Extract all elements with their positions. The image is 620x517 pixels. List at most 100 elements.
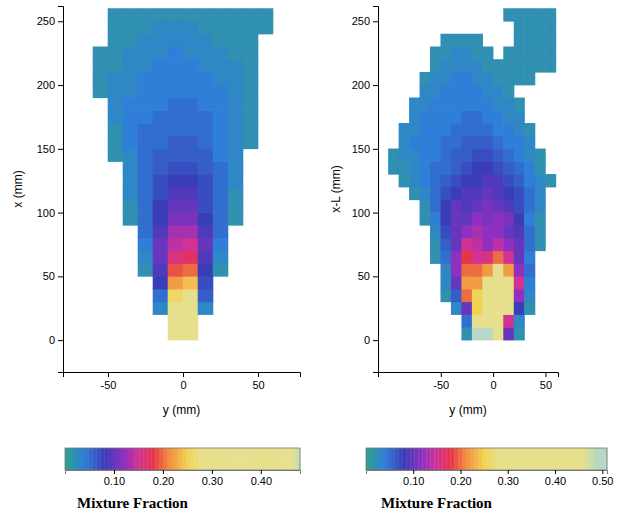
colorbar-swatch bbox=[237, 448, 241, 470]
colorbar-swatch bbox=[233, 448, 237, 470]
tick: 0.30 bbox=[202, 470, 223, 487]
cell bbox=[153, 263, 169, 276]
cell bbox=[420, 174, 431, 187]
cell bbox=[440, 110, 451, 123]
cell bbox=[440, 59, 451, 72]
cell bbox=[461, 289, 472, 302]
cell bbox=[153, 123, 169, 136]
cell bbox=[472, 161, 483, 174]
cell bbox=[93, 72, 109, 85]
colorbar-swatch bbox=[288, 448, 292, 470]
cell bbox=[451, 161, 462, 174]
cell bbox=[399, 149, 410, 162]
tick-mark bbox=[461, 470, 462, 474]
colorbar-swatch bbox=[402, 448, 406, 470]
cell bbox=[524, 21, 535, 34]
axis-line bbox=[64, 373, 301, 378]
cell bbox=[503, 85, 514, 98]
cell bbox=[123, 174, 139, 187]
colorbar-swatch bbox=[175, 448, 179, 470]
cell bbox=[153, 276, 169, 289]
cell bbox=[503, 59, 514, 72]
cell bbox=[153, 302, 169, 315]
cell bbox=[420, 98, 431, 111]
tick-label: 0.20 bbox=[450, 475, 471, 487]
colorbar-swatch bbox=[253, 448, 257, 470]
cell bbox=[183, 8, 199, 21]
colorbar-swatch bbox=[466, 448, 470, 470]
cell bbox=[123, 98, 139, 111]
colorbar-swatch bbox=[394, 448, 398, 470]
colorbar-swatch bbox=[128, 448, 132, 470]
cell bbox=[388, 149, 399, 162]
cell bbox=[461, 59, 472, 72]
cell bbox=[243, 136, 259, 149]
cell bbox=[451, 59, 462, 72]
tick-mark bbox=[58, 149, 63, 150]
cell bbox=[183, 59, 199, 72]
cell bbox=[535, 225, 546, 238]
cell bbox=[409, 149, 420, 162]
tick: 250 bbox=[37, 15, 63, 27]
colorbar-swatch bbox=[478, 448, 482, 470]
tick: 50 bbox=[43, 270, 63, 282]
cell bbox=[493, 302, 504, 315]
cell bbox=[108, 136, 124, 149]
tick-mark bbox=[58, 340, 63, 341]
colorbar-swatch bbox=[559, 448, 563, 470]
tick-mark bbox=[58, 21, 63, 22]
cell bbox=[198, 123, 214, 136]
tick-label: 0.40 bbox=[545, 475, 566, 487]
cell bbox=[183, 187, 199, 200]
cell bbox=[243, 72, 259, 85]
colorbar-swatch bbox=[474, 448, 478, 470]
cell bbox=[461, 149, 472, 162]
cell bbox=[514, 123, 525, 136]
cell bbox=[213, 238, 229, 251]
y-axis: 050100150200250 bbox=[352, 7, 379, 373]
cell bbox=[440, 251, 451, 264]
cell bbox=[138, 110, 154, 123]
cell bbox=[440, 238, 451, 251]
cell bbox=[198, 149, 214, 162]
cell bbox=[482, 238, 493, 251]
tick: 150 bbox=[352, 143, 378, 155]
cell bbox=[451, 238, 462, 251]
cell bbox=[213, 136, 229, 149]
cell bbox=[440, 225, 451, 238]
tick-mark bbox=[183, 372, 184, 377]
cell bbox=[535, 187, 546, 200]
cell bbox=[503, 251, 514, 264]
cell bbox=[243, 8, 259, 21]
cell bbox=[138, 263, 154, 276]
colorbar-swatch bbox=[531, 448, 535, 470]
colorbar-swatch bbox=[571, 448, 575, 470]
tick: 50 bbox=[358, 270, 378, 282]
cell bbox=[213, 161, 229, 174]
cell bbox=[430, 161, 441, 174]
cell bbox=[153, 98, 169, 111]
tick-mark bbox=[508, 470, 509, 474]
cell bbox=[472, 302, 483, 315]
cell bbox=[461, 200, 472, 213]
cell bbox=[482, 276, 493, 289]
cell bbox=[409, 161, 420, 174]
cell bbox=[198, 21, 214, 34]
cell bbox=[183, 161, 199, 174]
tick-label: 100 bbox=[37, 207, 55, 219]
cell bbox=[440, 174, 451, 187]
cell bbox=[168, 85, 184, 98]
cell bbox=[472, 212, 483, 225]
colorbar-swatch bbox=[519, 448, 523, 470]
colorbar-swatch bbox=[206, 448, 210, 470]
cell bbox=[168, 8, 184, 21]
tick-mark bbox=[373, 340, 378, 341]
cell bbox=[138, 34, 154, 47]
cell bbox=[153, 212, 169, 225]
colorbar-swatch bbox=[277, 448, 281, 470]
cell bbox=[153, 200, 169, 213]
cell bbox=[138, 161, 154, 174]
cell bbox=[461, 174, 472, 187]
cell bbox=[514, 161, 525, 174]
tick-mark bbox=[373, 213, 378, 214]
